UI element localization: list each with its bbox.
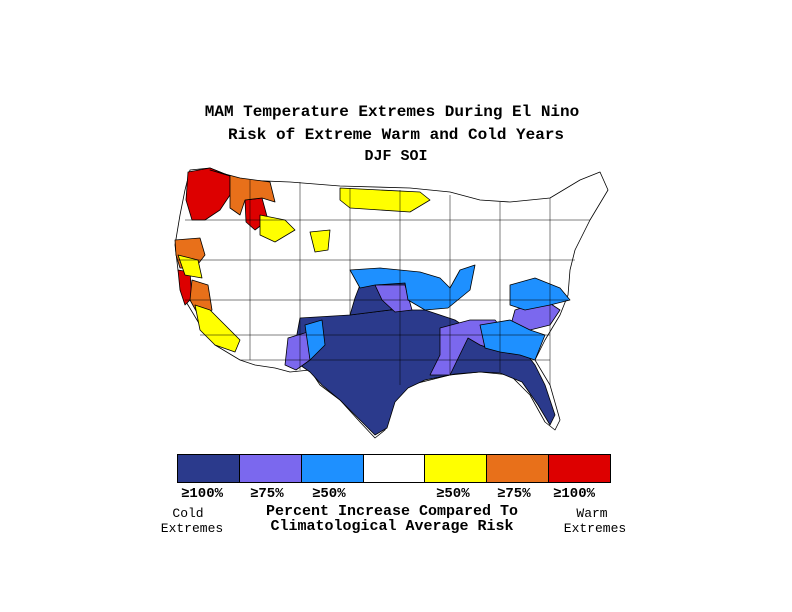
warm-label-line1: Warm bbox=[576, 506, 608, 521]
map-title-line2: Risk of Extreme Warm and Cold Years bbox=[227, 126, 565, 144]
legend-swatch-2 bbox=[301, 455, 364, 482]
color-legend bbox=[177, 454, 611, 483]
region-warm-100 bbox=[185, 167, 231, 221]
legend-swatch-1 bbox=[239, 455, 302, 482]
region-warm-50e bbox=[177, 254, 203, 279]
legend-label-warm-75: ≥75% bbox=[497, 486, 531, 502]
region-warm-75a bbox=[209, 169, 276, 216]
warm-label-line2: Extremes bbox=[563, 521, 627, 536]
legend-label-warm-50: ≥50% bbox=[436, 486, 470, 502]
legend-swatch-0 bbox=[178, 455, 240, 482]
region-cold-50c bbox=[509, 277, 571, 311]
map-title-line1: MAM Temperature Extremes During El Nino bbox=[204, 103, 580, 121]
legend-swatch-4 bbox=[425, 455, 488, 482]
legend-swatch-3 bbox=[363, 455, 426, 482]
map-title-line3: DJF SOI bbox=[364, 148, 428, 165]
legend-label-warm-100: ≥100% bbox=[553, 486, 596, 502]
legend-axis-line2: Climatological Average Risk bbox=[270, 518, 514, 535]
legend-swatch-5 bbox=[487, 455, 550, 482]
cold-label-line1: Cold bbox=[172, 506, 204, 521]
region-warm-50c bbox=[309, 229, 331, 253]
region-warm-50a bbox=[194, 304, 241, 353]
legend-label-cold-50: ≥50% bbox=[312, 486, 346, 502]
us-climate-division-map bbox=[174, 167, 609, 439]
legend-axis-line1: Percent Increase Compared To bbox=[265, 503, 519, 520]
cold-label-line2: Extremes bbox=[160, 521, 224, 536]
legend-label-cold-100: ≥100% bbox=[181, 486, 224, 502]
region-warm-50b bbox=[259, 214, 296, 243]
region-cold-50a bbox=[349, 264, 476, 311]
legend-label-cold-75: ≥75% bbox=[250, 486, 284, 502]
region-cold-50d bbox=[304, 319, 326, 361]
region-warm-50d bbox=[339, 187, 431, 213]
legend-swatch-6 bbox=[549, 455, 611, 482]
region-cold-75b bbox=[284, 331, 311, 371]
